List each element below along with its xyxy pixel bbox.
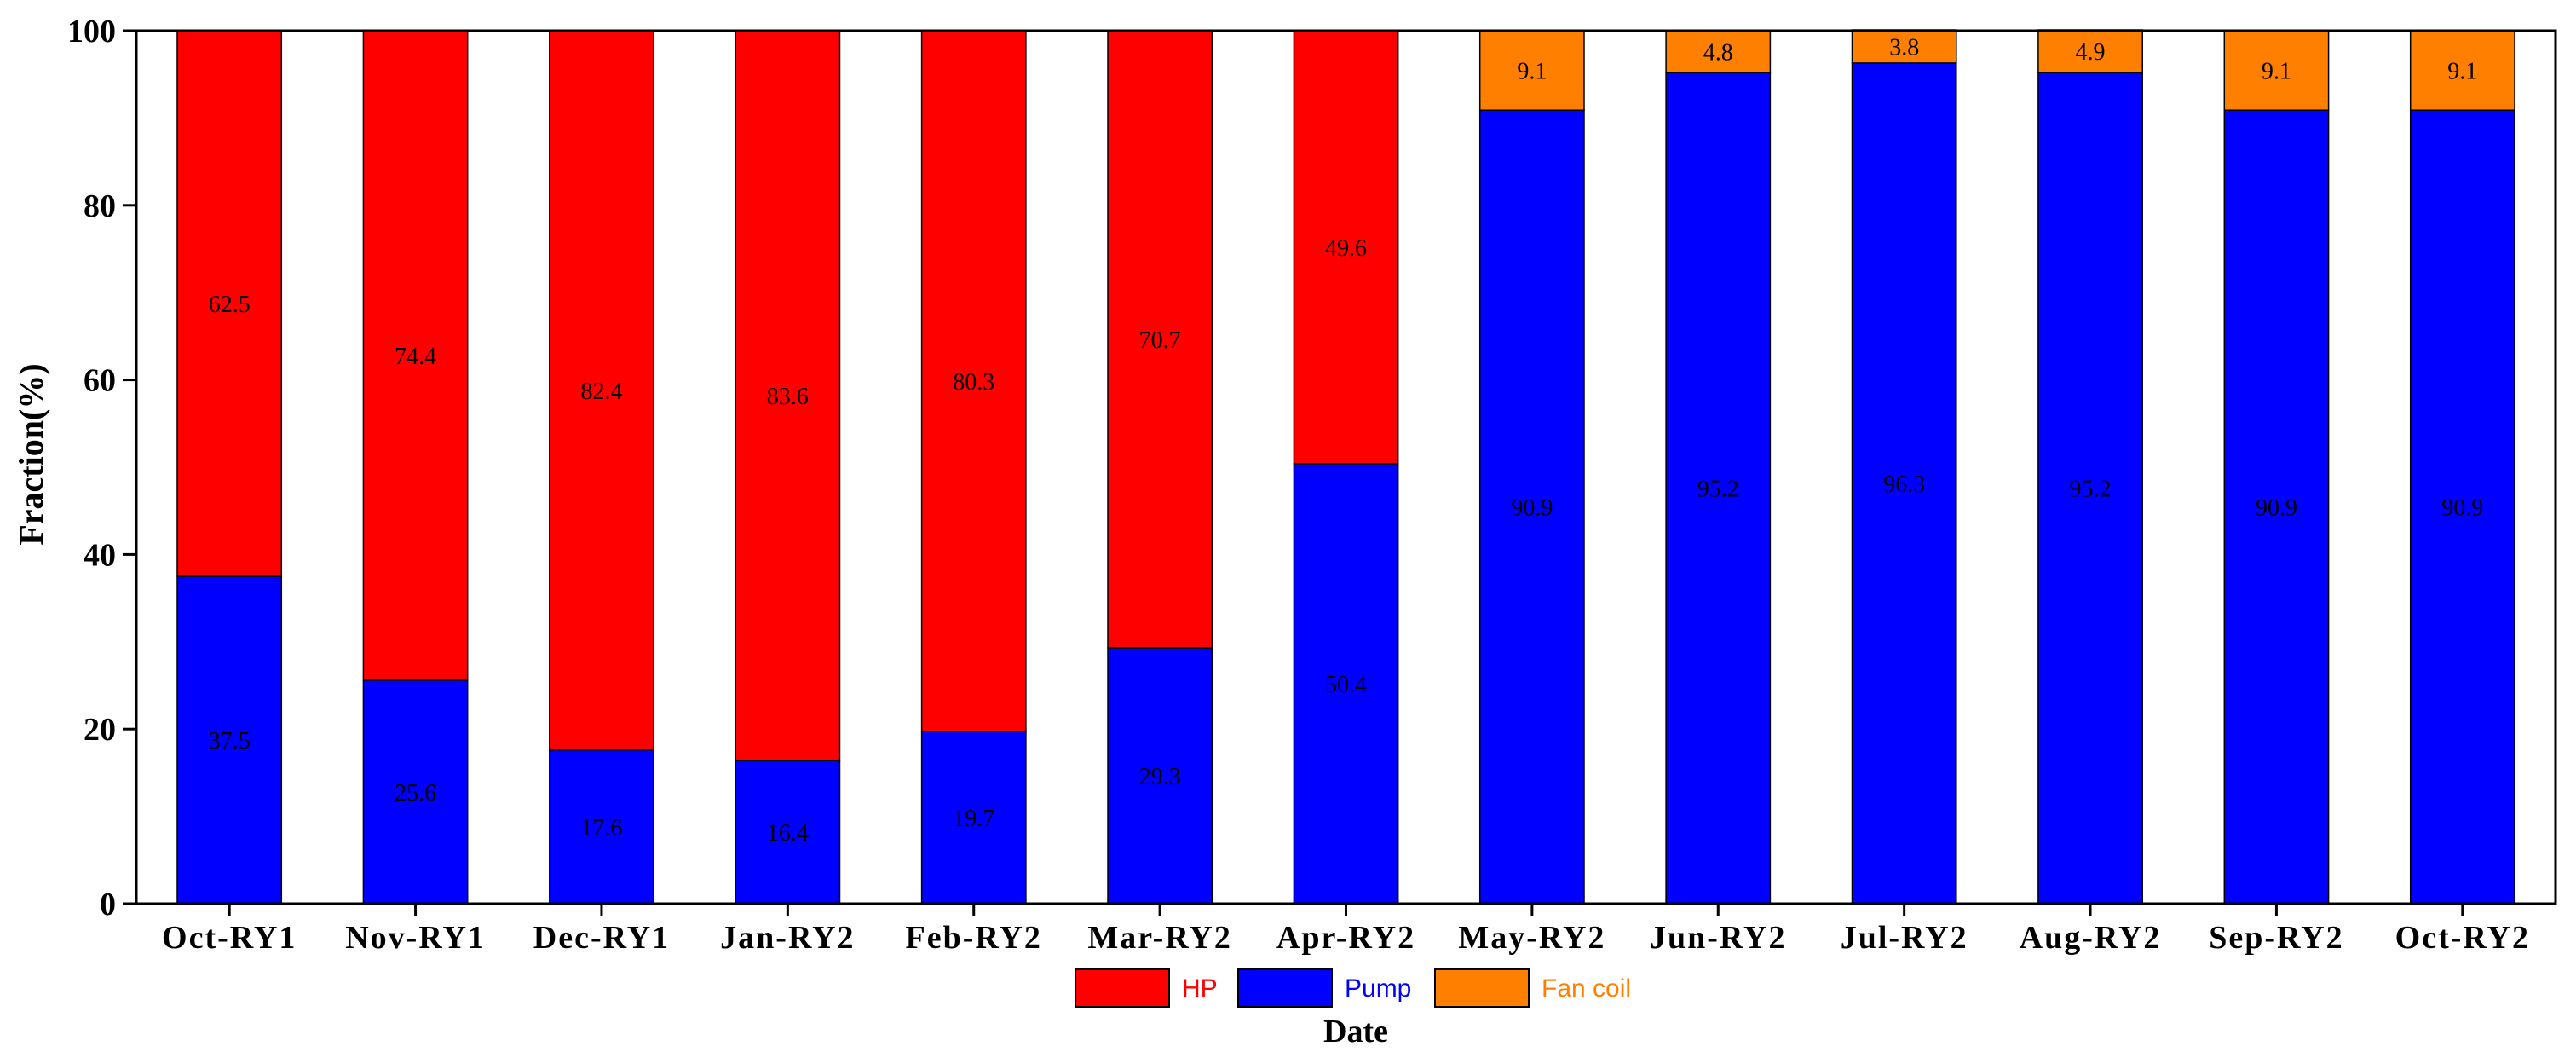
y-tick-label: 0 — [100, 887, 116, 922]
x-tick-label: May-RY2 — [1458, 920, 1605, 956]
value-label-fan-coil: 9.1 — [2262, 59, 2291, 85]
bar-pump — [1665, 72, 1772, 905]
bar-hp — [549, 30, 654, 751]
bar-fan-coil — [2223, 30, 2330, 111]
value-label-fan-coil: 9.1 — [2447, 59, 2477, 85]
bar-fan-coil — [1665, 30, 1772, 73]
bar-hp — [176, 30, 283, 577]
x-tick-label: Nov-RY1 — [345, 920, 486, 956]
legend-swatch-pump — [1237, 968, 1333, 1008]
value-label-fan-coil: 3.8 — [1889, 34, 1919, 61]
bar-hp — [735, 30, 841, 761]
bar-pump — [2037, 72, 2143, 905]
value-label-hp: 49.6 — [1325, 235, 1367, 262]
value-label-pump: 90.9 — [2441, 495, 2483, 522]
legend-label-hp: HP — [1182, 974, 1218, 1003]
value-label-pump: 19.7 — [953, 806, 994, 832]
bar-fan-coil — [2409, 30, 2515, 111]
value-label-hp: 82.4 — [581, 379, 623, 405]
value-label-fan-coil: 9.1 — [1517, 59, 1547, 85]
value-label-pump: 50.4 — [1325, 672, 1367, 698]
value-label-hp: 74.4 — [395, 344, 436, 370]
y-tick-label: 60 — [84, 363, 116, 399]
value-labels-layer: 37.5 62.5 25.6 74.4 17.6 82.4 16.4 83.6 19.7 80.3… — [209, 34, 2484, 847]
x-tick-label: Feb-RY2 — [906, 920, 1042, 956]
x-tick-label: Apr-RY2 — [1276, 920, 1415, 956]
bar-pump — [176, 575, 283, 905]
value-label-pump: 25.6 — [395, 780, 436, 806]
x-tick-label: Oct-RY1 — [162, 920, 297, 956]
y-tick-label: 100 — [67, 14, 116, 49]
value-label-pump: 96.3 — [1883, 471, 1925, 498]
value-label-pump: 16.4 — [767, 820, 809, 847]
bar-hp — [1107, 30, 1213, 649]
bar-pump — [1851, 62, 1957, 905]
x-tick-label: Oct-RY2 — [2395, 920, 2530, 956]
value-label-pump: 37.5 — [209, 728, 251, 754]
x-tick-label: Jun-RY2 — [1650, 920, 1786, 956]
bar-pump — [2409, 109, 2515, 905]
legend: HP Pump Fan coil — [1075, 968, 1631, 1008]
legend-swatch-hp — [1075, 968, 1170, 1008]
x-tick-label: Jul-RY2 — [1841, 920, 1968, 956]
bar-pump — [1293, 463, 1399, 905]
bar-pump — [1478, 109, 1585, 905]
legend-label-pump: Pump — [1345, 974, 1411, 1003]
bar-pump — [2223, 109, 2330, 905]
x-tick-label: Dec-RY1 — [533, 920, 670, 956]
plot-frame — [135, 29, 2557, 905]
bar-pump — [1107, 647, 1213, 905]
value-label-pump: 95.2 — [1697, 477, 1739, 503]
y-axis-title: Fraction(%) — [12, 363, 50, 545]
bar-hp — [362, 30, 469, 681]
x-tick-label: Aug-RY2 — [2020, 920, 2162, 956]
y-axis-ticks: 0 20 40 60 80 100 — [67, 14, 136, 922]
value-label-pump: 90.9 — [1511, 495, 1553, 522]
bar-fan-coil — [1478, 30, 1585, 111]
y-tick-label: 80 — [84, 188, 116, 224]
x-axis-title: Date — [1323, 1014, 1388, 1049]
bar-pump — [549, 749, 654, 905]
bars-layer — [176, 29, 2515, 905]
value-label-fan-coil: 4.8 — [1703, 40, 1733, 66]
x-tick-label: Jan-RY2 — [720, 920, 855, 956]
x-tick-label: Sep-RY2 — [2209, 920, 2343, 956]
legend-swatch-fan-coil — [1434, 968, 1530, 1008]
value-label-hp: 83.6 — [767, 384, 809, 410]
value-label-hp: 62.5 — [209, 292, 251, 318]
value-label-pump: 29.3 — [1139, 764, 1181, 790]
value-label-hp: 70.7 — [1139, 327, 1181, 354]
value-label-pump: 17.6 — [581, 815, 623, 841]
legend-label-fan-coil: Fan coil — [1542, 974, 1631, 1003]
y-tick-label: 20 — [84, 712, 116, 748]
value-label-pump: 95.2 — [2070, 477, 2112, 503]
bar-fan-coil — [1851, 29, 1957, 64]
value-label-hp: 80.3 — [953, 369, 994, 396]
value-label-pump: 90.9 — [2256, 495, 2297, 522]
value-label-fan-coil: 4.9 — [2076, 39, 2106, 66]
x-axis-ticks: Oct-RY1 Nov-RY1 Dec-RY1 Jan-RY2 Feb-RY2 Mar-R… — [162, 904, 2530, 956]
y-tick-label: 40 — [84, 537, 116, 573]
bar-hp — [920, 30, 1027, 733]
x-tick-label: Mar-RY2 — [1087, 920, 1232, 956]
